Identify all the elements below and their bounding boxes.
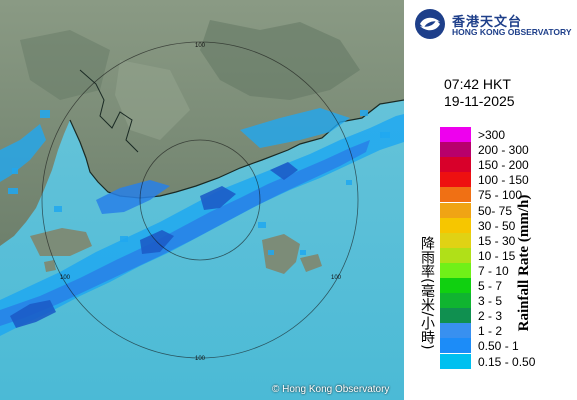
legend-label: 75 - 100 — [478, 188, 523, 203]
range-ring-outer — [41, 41, 359, 359]
rain-light-band — [0, 124, 46, 182]
observation-date: 19-11-2025 — [444, 93, 515, 109]
legend-swatch — [440, 127, 471, 142]
legend-label: 200 - 300 — [478, 143, 529, 158]
rain-mid-band — [96, 180, 170, 214]
mainland-terrain — [115, 60, 190, 140]
legend-swatch — [440, 217, 471, 233]
legend-row: 3 - 5 — [440, 293, 503, 309]
legend-swatch — [440, 278, 471, 293]
legend-row: 1 - 2 — [440, 323, 503, 339]
legend-row: 5 - 7 — [440, 278, 503, 293]
mainland-terrain — [20, 30, 110, 100]
copyright-notice: © Hong Kong Observatory — [272, 384, 390, 395]
legend-swatch — [440, 262, 471, 278]
range-ring-label-left: 100 — [60, 275, 71, 281]
legend-row: 2 - 3 — [440, 308, 503, 324]
legend-panel: 香港天文台 HONG KONG OBSERVATORY 07:42 HKT 19… — [404, 0, 577, 400]
mainland-terrain — [200, 20, 360, 100]
legend-swatch — [440, 338, 471, 354]
legend-swatch — [440, 293, 471, 309]
legend-row: 0.15 - 0.50 — [440, 353, 535, 369]
legend-swatch — [440, 323, 471, 339]
range-ring-inner — [139, 139, 261, 261]
legend-label: 0.15 - 0.50 — [478, 354, 536, 369]
hko-emblem-icon — [415, 9, 445, 39]
hko-logo: 香港天文台 HONG KONG OBSERVATORY — [412, 6, 577, 42]
observation-time: 07:42 HKT — [444, 76, 511, 92]
legend-title-english: Rainfall Rate (mm/h) — [516, 194, 532, 332]
legend-swatch — [440, 232, 471, 248]
rain-heavy-core — [10, 300, 56, 328]
legend-row: 150 - 200 — [440, 157, 529, 173]
island — [300, 254, 322, 272]
rain-heavy-core — [200, 186, 236, 210]
org-name-chinese: 香港天文台 — [452, 15, 523, 30]
range-ring-label-right: 100 — [331, 275, 342, 281]
legend-label: >300 — [478, 128, 506, 142]
legend-row: 50- 75 — [440, 202, 512, 218]
coastline — [79, 69, 139, 153]
legend-swatch — [440, 308, 471, 324]
legend-row: 10 - 15 — [440, 247, 515, 263]
legend-swatch — [440, 142, 471, 158]
legend-row: 7 - 10 — [440, 262, 509, 278]
island — [44, 260, 56, 272]
legend-label: 15 - 30 — [478, 233, 516, 248]
legend-swatch — [440, 157, 471, 173]
legend-row: 0.50 - 1 — [440, 338, 519, 354]
legend-swatch — [440, 187, 471, 203]
legend-row: 100 - 150 — [440, 172, 529, 188]
legend-row: 75 - 100 — [440, 187, 522, 203]
legend-label: 2 - 3 — [478, 309, 503, 324]
legend-swatch — [440, 202, 471, 218]
legend-label: 50- 75 — [478, 203, 513, 218]
legend-row: 30 - 50 — [440, 217, 515, 233]
rain-scattered-cells — [8, 110, 390, 255]
legend-swatch — [440, 353, 471, 369]
range-ring-label-bottom: 100 — [195, 356, 206, 362]
rain-light-band — [240, 108, 350, 148]
org-name-english: HONG KONG OBSERVATORY — [452, 27, 572, 37]
legend-label: 1 - 2 — [478, 324, 503, 339]
radar-map: 100 100 100 100 © Hong Kong Observatory — [0, 0, 404, 400]
legend-label: 10 - 15 — [478, 248, 516, 263]
legend-label: 0.50 - 1 — [478, 339, 519, 354]
legend-row: 200 - 300 — [440, 142, 529, 158]
island — [30, 228, 92, 256]
legend-label: 5 - 7 — [478, 279, 503, 293]
legend-label: 30 - 50 — [478, 218, 516, 233]
rain-mid-band — [0, 140, 370, 326]
radar-map-canvas: 100 100 100 100 — [0, 0, 404, 400]
range-ring-label-top: 100 — [195, 43, 206, 49]
legend-row: >300 — [440, 127, 505, 142]
range-rings — [41, 41, 359, 359]
legend-row: 15 - 30 — [440, 232, 515, 248]
legend-label: 7 - 10 — [478, 263, 509, 278]
legend-swatch — [440, 247, 471, 263]
legend-label: 3 - 5 — [478, 294, 503, 309]
rain-heavy-core — [270, 162, 298, 180]
legend-title-chinese: 降雨率(毫米/小時) — [419, 236, 435, 350]
legend-label: 100 - 150 — [478, 173, 529, 188]
legend-swatch — [440, 172, 471, 188]
legend-label: 150 - 200 — [478, 158, 529, 173]
island — [262, 234, 300, 274]
